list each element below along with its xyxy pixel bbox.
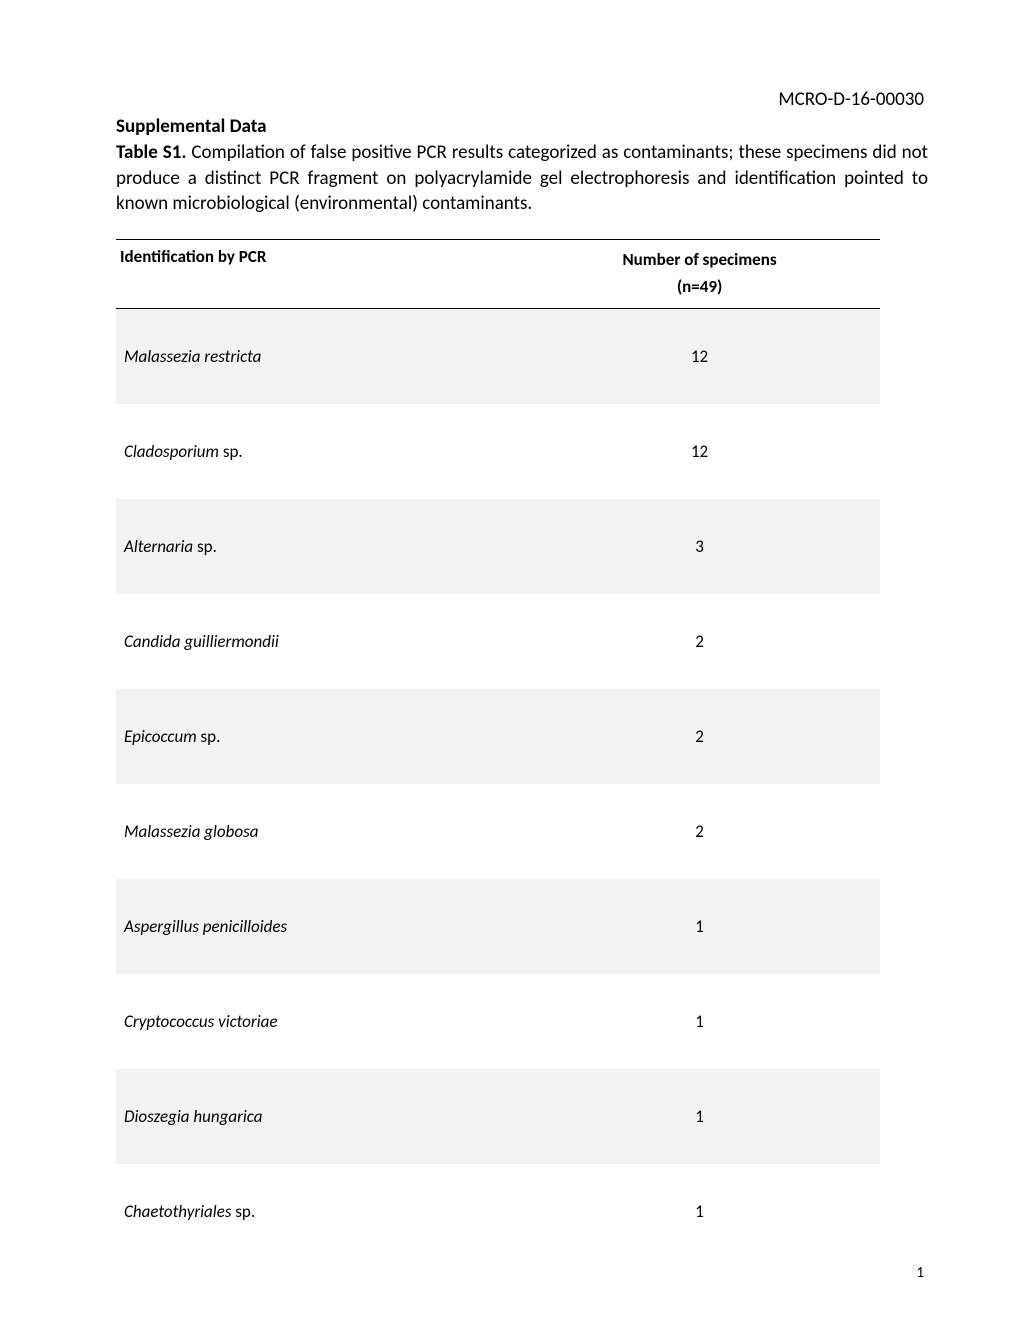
- cell-count: 12: [559, 346, 880, 367]
- cell-identification: Candida guilliermondii: [116, 631, 559, 652]
- species-name: Aspergillus penicilloides: [124, 916, 287, 937]
- cell-identification: Aspergillus penicilloides: [116, 916, 559, 937]
- table-header: Identification by PCR Number of specimen…: [116, 239, 880, 309]
- table-row: Malassezia globosa 2: [116, 784, 880, 879]
- species-name: Candida guilliermondii: [124, 631, 279, 652]
- table-row: Epicoccum sp.2: [116, 689, 880, 784]
- cell-identification: Malassezia globosa: [116, 821, 559, 842]
- cell-count: 1: [559, 1201, 880, 1222]
- cell-identification: Malassezia restricta: [116, 346, 559, 367]
- table-body: Malassezia restricta12Cladosporium sp.12…: [116, 309, 880, 1259]
- cell-count: 12: [559, 441, 880, 462]
- species-name: Malassezia globosa: [124, 821, 258, 842]
- species-suffix: sp.: [231, 1201, 255, 1222]
- cell-count: 1: [559, 1106, 880, 1127]
- document-id: MCRO-D-16-00030: [116, 88, 928, 111]
- cell-count: 1: [559, 1011, 880, 1032]
- table-row: Cladosporium sp.12: [116, 404, 880, 499]
- cell-identification: Cryptococcus victoriae: [116, 1011, 559, 1032]
- species-suffix: sp.: [219, 441, 243, 462]
- header-count-line2: (n=49): [677, 276, 722, 297]
- header-count: Number of specimens (n=49): [559, 246, 880, 300]
- cell-identification: Chaetothyriales sp.: [116, 1201, 559, 1222]
- cell-count: 2: [559, 821, 880, 842]
- table-row: Chaetothyriales sp.1: [116, 1164, 880, 1259]
- table-row: Dioszegia hungarica 1: [116, 1069, 880, 1164]
- cell-identification: Epicoccum sp.: [116, 726, 559, 747]
- header-count-line1: Number of specimens: [622, 249, 776, 270]
- table-row: Candida guilliermondii 2: [116, 594, 880, 689]
- species-name: Alternaria: [124, 536, 193, 557]
- cell-count: 1: [559, 916, 880, 937]
- species-suffix: sp.: [193, 536, 217, 557]
- species-suffix: sp.: [197, 726, 221, 747]
- table-row: Cryptococcus victoriae 1: [116, 974, 880, 1069]
- cell-count: 3: [559, 536, 880, 557]
- cell-identification: Cladosporium sp.: [116, 441, 559, 462]
- section-title: Supplemental Data: [116, 115, 928, 138]
- cell-identification: Dioszegia hungarica: [116, 1106, 559, 1127]
- caption-body: Compilation of false positive PCR result…: [116, 141, 928, 215]
- contaminants-table: Identification by PCR Number of specimen…: [116, 239, 880, 1259]
- table-row: Malassezia restricta 12: [116, 309, 880, 404]
- page-number: 1: [916, 1264, 924, 1282]
- species-name: Cryptococcus victoriae: [124, 1011, 277, 1032]
- cell-count: 2: [559, 726, 880, 747]
- cell-count: 2: [559, 631, 880, 652]
- species-name: Malassezia restricta: [124, 346, 261, 367]
- table-row: Aspergillus penicilloides 1: [116, 879, 880, 974]
- species-name: Dioszegia hungarica: [124, 1106, 263, 1127]
- table-row: Alternaria sp.3: [116, 499, 880, 594]
- species-name: Cladosporium: [124, 441, 219, 462]
- caption-label: Table S1.: [116, 141, 186, 164]
- header-identification: Identification by PCR: [116, 246, 559, 300]
- species-name: Epicoccum: [124, 726, 197, 747]
- table-caption: Table S1. Compilation of false positive …: [116, 140, 928, 217]
- species-name: Chaetothyriales: [124, 1201, 231, 1222]
- cell-identification: Alternaria sp.: [116, 536, 559, 557]
